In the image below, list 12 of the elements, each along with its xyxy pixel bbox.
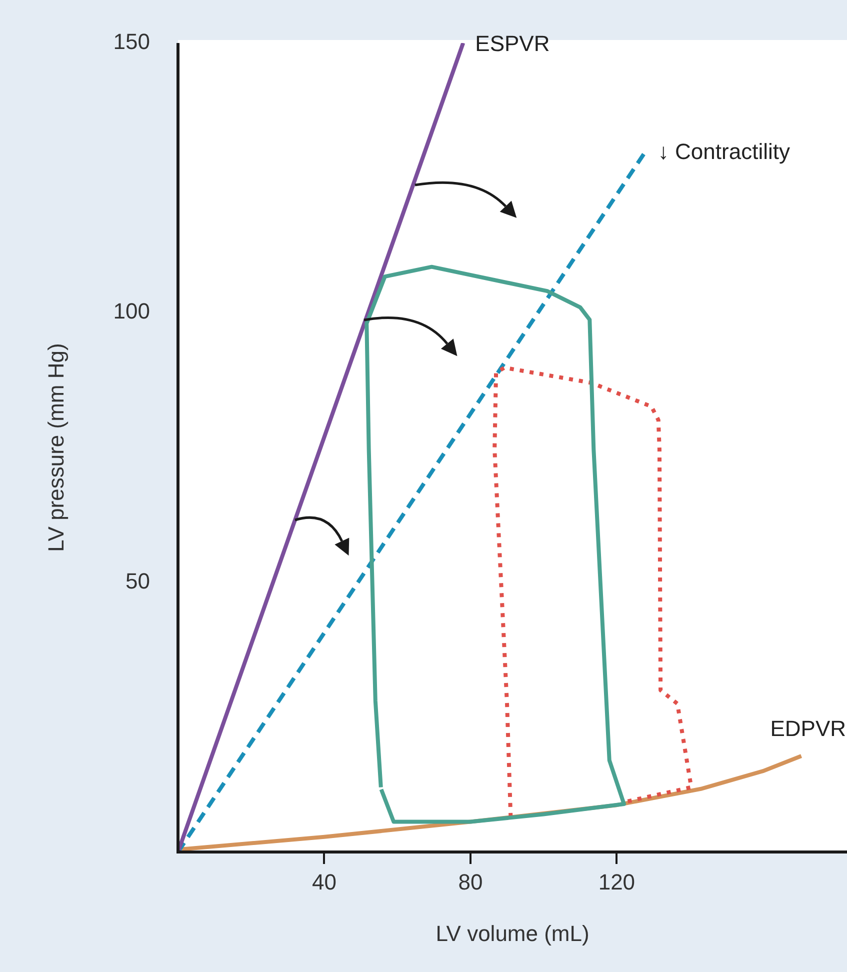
line-series [492,366,694,819]
y-axis-title: LV pressure (mm Hg) [43,343,68,552]
series-label: ↓ Contractility [658,138,790,164]
x-tick-label: 80 [458,869,483,894]
x-tick-label: 120 [598,869,636,894]
x-tick-label: 40 [312,869,336,894]
y-tick-label: 150 [113,29,150,54]
series-label: ESPVR [475,31,550,56]
series-label: EDPVR [770,716,846,742]
y-tick-label: 100 [113,298,150,324]
y-tick-label: 50 [126,568,150,594]
x-axis-title: LV volume (mL) [436,920,590,946]
